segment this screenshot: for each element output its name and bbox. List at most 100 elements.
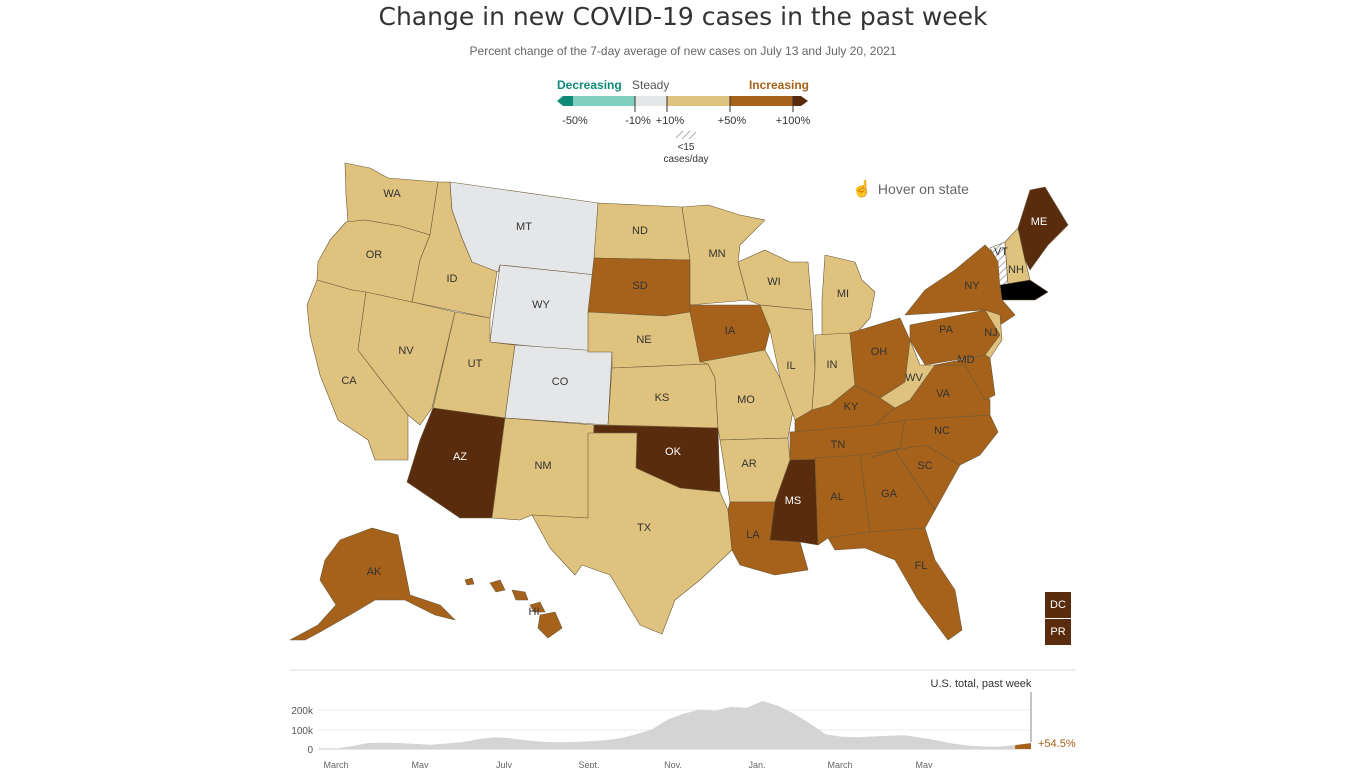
state-label: VA xyxy=(936,388,951,400)
state-label: SD xyxy=(632,280,647,292)
legend-swatch-very-high xyxy=(793,96,801,106)
state-label: UT xyxy=(468,358,483,370)
state-ak[interactable] xyxy=(289,527,456,641)
state-label: ID xyxy=(447,273,458,285)
state-label: NJ xyxy=(984,327,997,339)
state-nh[interactable] xyxy=(1004,227,1031,286)
legend-swatch-decreasing-light xyxy=(573,96,635,106)
annotation-label: U.S. total, past week xyxy=(931,678,1032,690)
legend-swatch-decreasing-dark xyxy=(563,96,573,106)
legend-arrow-left xyxy=(557,96,563,106)
state-label: OR xyxy=(366,249,383,261)
state-label: MN xyxy=(708,248,725,260)
state-hi[interactable] xyxy=(464,577,563,639)
state-label: ND xyxy=(632,225,648,237)
state-az[interactable] xyxy=(406,407,506,519)
state-label: NV xyxy=(398,345,414,357)
state-label: MD xyxy=(957,354,974,366)
state-label: NE xyxy=(636,334,651,346)
state-label: ME xyxy=(1031,216,1048,228)
state-label: WI xyxy=(767,276,780,288)
x-tick-label: July xyxy=(496,760,513,768)
state-label: FL xyxy=(915,560,928,572)
state-label: HI xyxy=(529,606,540,618)
state-label: CO xyxy=(552,376,569,388)
state-label: NH xyxy=(1008,264,1024,276)
state-box-label: DC xyxy=(1050,599,1066,611)
state-label: MI xyxy=(837,288,849,300)
hand-pointer-icon: ☝ xyxy=(852,181,872,198)
legend-tick-label: -10% xyxy=(625,115,651,127)
state-mi[interactable] xyxy=(821,254,876,336)
state-label: MO xyxy=(737,394,755,406)
page-subtitle: Percent change of the 7-day average of n… xyxy=(469,44,897,58)
y-tick-label: 200k xyxy=(291,706,314,717)
state-mn[interactable] xyxy=(681,204,766,306)
legend-increasing-label: Increasing xyxy=(749,78,809,92)
state-label: AZ xyxy=(453,451,467,463)
legend-swatch-steady xyxy=(635,96,667,106)
state-label: KY xyxy=(844,401,859,413)
y-tick-label: 100k xyxy=(291,726,314,737)
x-tick-label: May xyxy=(411,760,429,768)
state-label: AL xyxy=(830,491,843,503)
state-md[interactable] xyxy=(934,354,996,401)
legend-decreasing-label: Decreasing xyxy=(557,78,622,92)
state-nc[interactable] xyxy=(869,414,999,466)
x-tick-label: March xyxy=(827,760,852,768)
state-labels: WA OR CA ID NV MT WY UT CO AZ NM ND SD NE KS OK TX MN IA MO… xyxy=(341,188,1047,618)
legend-tick-label: +100% xyxy=(776,115,811,127)
state-label: NC xyxy=(934,425,950,437)
area-chart: 200k 100k 0 U.S. total, past week +54.5%… xyxy=(290,669,1076,768)
state-box-label: PR xyxy=(1050,626,1066,638)
state-label: MT xyxy=(516,221,532,233)
state-box-pr[interactable]: PR xyxy=(1045,619,1071,645)
x-tick-label: Jan. xyxy=(748,760,765,768)
state-ga[interactable] xyxy=(859,449,936,533)
state-label: VT xyxy=(994,246,1008,258)
us-total-area xyxy=(336,701,1031,749)
legend-tick-label: +50% xyxy=(718,115,747,127)
state-label: MS xyxy=(785,495,802,507)
hover-hint-label: Hover on state xyxy=(877,181,969,197)
state-wv[interactable] xyxy=(879,339,936,409)
change-label: +54.5% xyxy=(1038,738,1076,750)
state-label: IN xyxy=(827,359,838,371)
x-tick-label: May xyxy=(915,760,933,768)
state-label: AR xyxy=(741,458,756,470)
x-tick-label: Sept. xyxy=(578,760,599,768)
state-label: WA xyxy=(383,188,401,200)
state-label: IL xyxy=(786,360,795,372)
page-title: Change in new COVID-19 cases in the past… xyxy=(378,2,988,31)
x-tick-label: March xyxy=(323,760,348,768)
legend-lowcase-label-1: <15 xyxy=(678,142,695,153)
state-me[interactable] xyxy=(1017,186,1069,271)
state-label: NM xyxy=(534,460,551,472)
past-week-segment xyxy=(1015,743,1031,749)
state-tx[interactable] xyxy=(531,432,733,635)
state-label: SC xyxy=(917,460,932,472)
legend-arrow-right xyxy=(801,96,808,106)
state-box-dc[interactable]: DC xyxy=(1045,592,1071,618)
state-nv[interactable] xyxy=(357,291,456,426)
state-label: AK xyxy=(367,566,382,578)
state-label: CA xyxy=(341,375,357,387)
y-tick-label: 0 xyxy=(307,745,313,756)
legend-tick-label: -50% xyxy=(562,115,588,127)
state-label: OH xyxy=(871,346,888,358)
legend-lowcase-label-2: cases/day xyxy=(663,154,708,165)
state-label: NY xyxy=(964,280,980,292)
state-ma[interactable] xyxy=(999,279,1049,301)
state-label: KS xyxy=(655,392,670,404)
state-label: PA xyxy=(939,324,954,336)
hover-hint: ☝ Hover on state xyxy=(852,179,969,199)
state-fl[interactable] xyxy=(827,527,963,641)
state-wi[interactable] xyxy=(737,249,813,311)
us-map xyxy=(289,162,1069,641)
state-label: TX xyxy=(637,522,652,534)
state-label: GA xyxy=(881,488,898,500)
state-label: LA xyxy=(746,529,760,541)
legend-swatch-lowcase xyxy=(676,131,696,139)
legend-swatch-moderate xyxy=(667,96,730,106)
